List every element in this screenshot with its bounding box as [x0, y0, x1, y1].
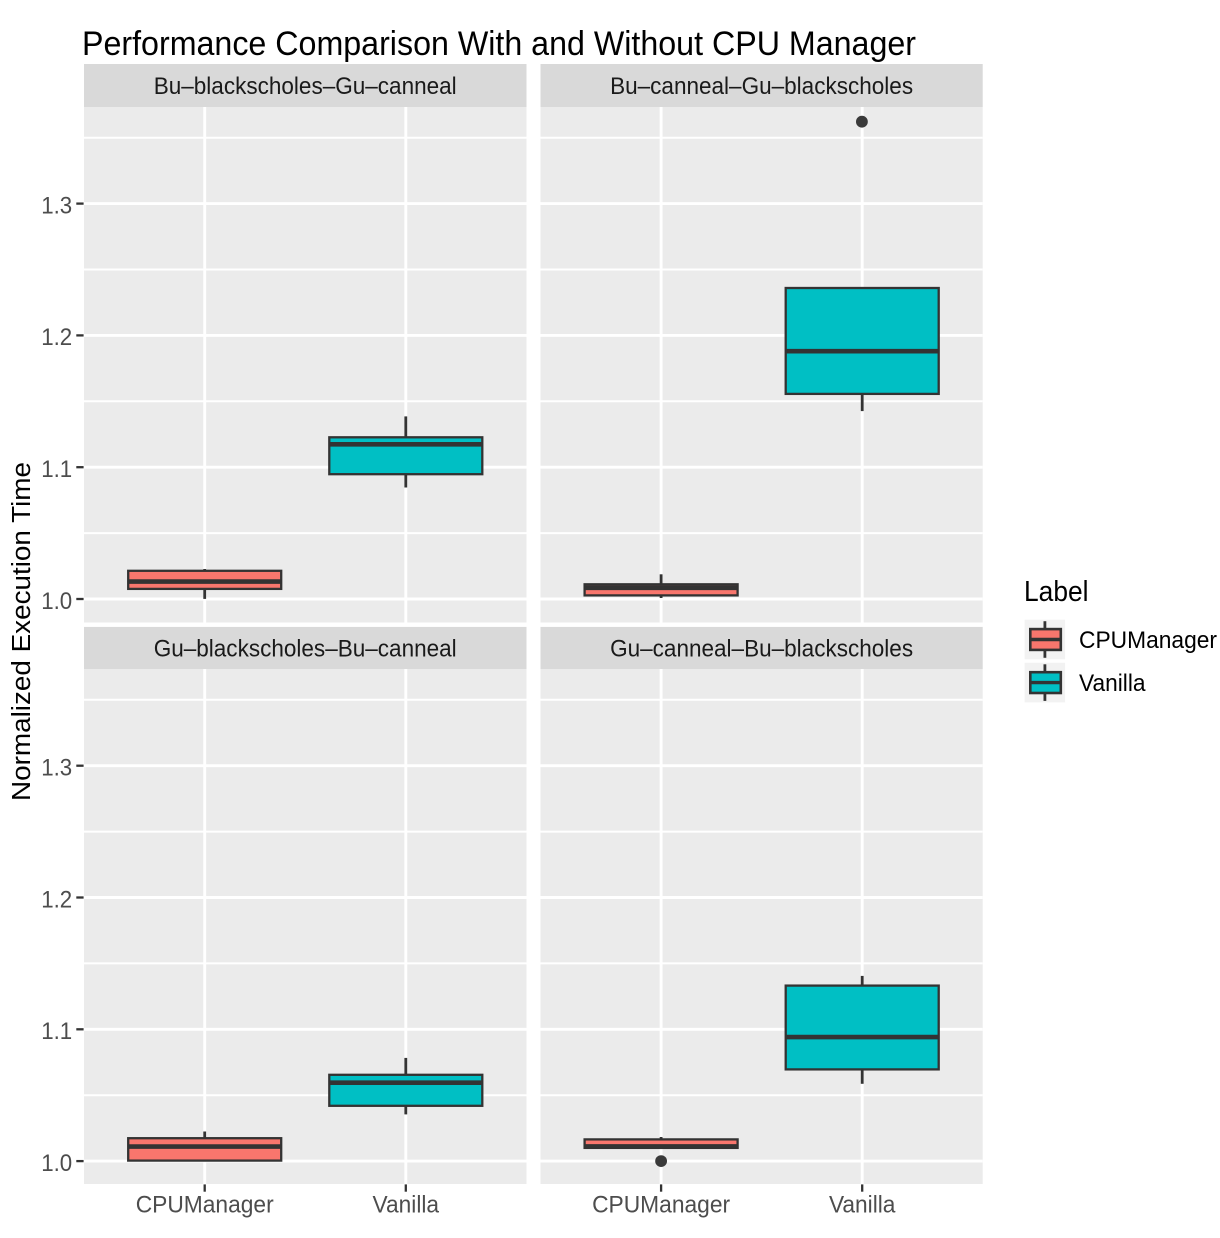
- svg-text:Gu–blackscholes–Bu–canneal: Gu–blackscholes–Bu–canneal: [154, 636, 457, 663]
- svg-text:1.2: 1.2: [41, 886, 72, 913]
- svg-text:CPUManager: CPUManager: [1079, 627, 1217, 654]
- svg-text:Vanilla: Vanilla: [829, 1192, 896, 1219]
- svg-text:1.0: 1.0: [41, 588, 72, 615]
- svg-text:1.2: 1.2: [41, 324, 72, 351]
- svg-text:1.3: 1.3: [41, 755, 72, 782]
- svg-text:1.1: 1.1: [41, 1018, 72, 1045]
- svg-text:CPUManager: CPUManager: [592, 1192, 730, 1219]
- svg-text:Label: Label: [1024, 576, 1089, 608]
- svg-text:1.1: 1.1: [41, 456, 72, 483]
- svg-text:Performance Comparison With an: Performance Comparison With and Without …: [82, 25, 916, 63]
- svg-text:1.0: 1.0: [41, 1150, 72, 1177]
- svg-text:Bu–canneal–Gu–blackscholes: Bu–canneal–Gu–blackscholes: [610, 73, 913, 100]
- svg-text:Gu–canneal–Bu–blackscholes: Gu–canneal–Bu–blackscholes: [610, 636, 913, 663]
- svg-text:Normalized Execution Time: Normalized Execution Time: [8, 462, 36, 801]
- svg-text:Vanilla: Vanilla: [373, 1192, 440, 1219]
- svg-text:CPUManager: CPUManager: [136, 1192, 274, 1219]
- svg-text:Vanilla: Vanilla: [1079, 670, 1146, 697]
- svg-text:1.3: 1.3: [41, 192, 72, 219]
- svg-text:Bu–blackscholes–Gu–canneal: Bu–blackscholes–Gu–canneal: [154, 73, 457, 100]
